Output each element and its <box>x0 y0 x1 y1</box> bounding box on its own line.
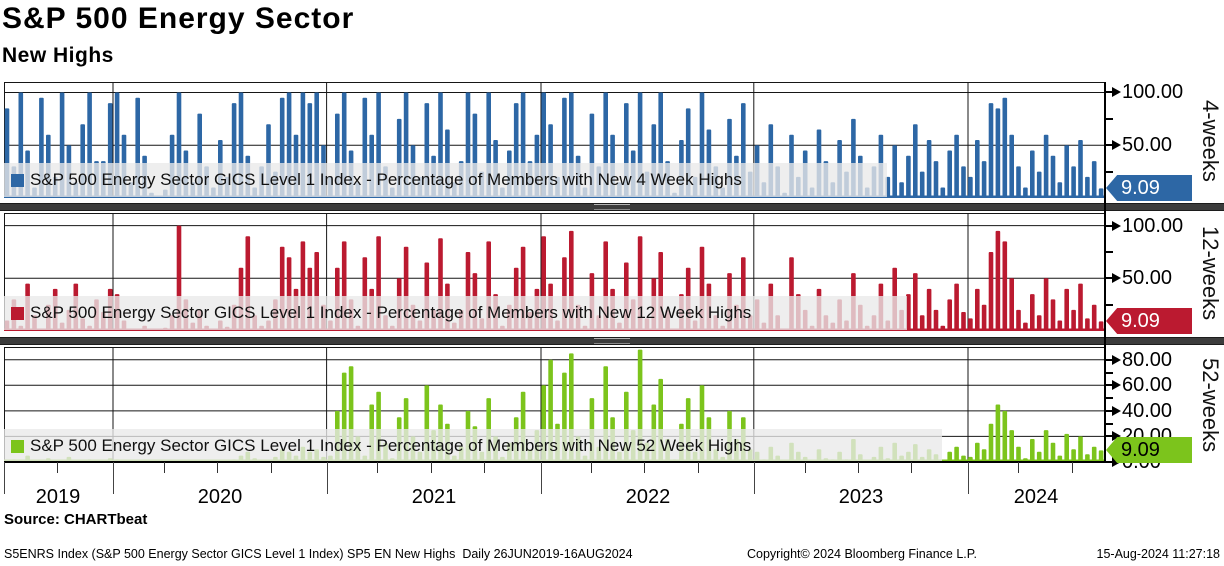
x-axis-minor-tick <box>431 462 432 473</box>
year-label-2019: 2019 <box>35 486 81 508</box>
legend-12-weeks[interactable]: S&P 500 Energy Sector GICS Level 1 Index… <box>4 296 907 330</box>
x-axis-year-tick <box>541 462 542 494</box>
y-axis-minor-tick <box>1105 304 1113 306</box>
panel-splitter[interactable] <box>0 203 1224 211</box>
legend-marker-icon <box>11 306 24 320</box>
splitter-grip-icon[interactable] <box>594 338 630 344</box>
y-axis-tick: 50.00 <box>1105 134 1172 156</box>
legend-label: S&P 500 Energy Sector GICS Level 1 Index… <box>30 303 752 322</box>
year-label-2022: 2022 <box>625 486 671 508</box>
x-axis-line <box>4 461 1106 463</box>
y-axis-minor-tick <box>1105 423 1113 425</box>
y-axis-tick: 100.00 <box>1105 215 1183 237</box>
x-axis-year-tick <box>327 462 328 494</box>
x-axis-minor-tick <box>591 462 592 473</box>
x-axis-minor-tick <box>858 462 859 473</box>
x-axis-year-tick <box>4 462 5 494</box>
last-value-tag-52-weeks: 9.09 <box>1106 437 1192 463</box>
x-axis-year-tick <box>113 462 114 494</box>
y-axis-line <box>1104 82 1106 462</box>
y-axis-minor-tick <box>1105 118 1113 120</box>
x-axis-minor-tick <box>484 462 485 473</box>
panel-axis-title-4-weeks: 4-weeks <box>1198 100 1223 182</box>
y-axis-tick: 80.00 <box>1105 349 1172 371</box>
y-axis-tick: 50.00 <box>1105 267 1172 289</box>
year-label-2021: 2021 <box>411 486 457 508</box>
y-axis-tick: 40.00 <box>1105 400 1172 422</box>
y-axis-minor-tick <box>1105 372 1113 374</box>
x-axis-minor-tick <box>217 462 218 473</box>
panel-splitter[interactable] <box>0 337 1224 345</box>
splitter-grip-icon[interactable] <box>594 204 630 210</box>
x-axis-minor-tick <box>911 462 912 473</box>
x-axis-minor-tick <box>1018 462 1019 473</box>
page-title: S&P 500 Energy Sector <box>2 2 355 35</box>
legend-marker-icon <box>11 173 24 187</box>
legend-marker-icon <box>11 439 24 453</box>
x-axis-minor-tick <box>271 462 272 473</box>
footer-timestamp: 15-Aug-2024 11:27:18 <box>1096 547 1220 561</box>
x-axis-minor-tick <box>1072 462 1073 473</box>
y-axis-tick: 100.00 <box>1105 81 1183 103</box>
x-axis-year-tick <box>754 462 755 494</box>
x-axis-minor-tick <box>698 462 699 473</box>
legend-4-weeks[interactable]: S&P 500 Energy Sector GICS Level 1 Index… <box>4 163 887 197</box>
legend-label: S&P 500 Energy Sector GICS Level 1 Index… <box>30 436 752 455</box>
footer-copyright: Copyright© 2024 Bloomberg Finance L.P. <box>747 547 977 561</box>
year-label-2023: 2023 <box>838 486 884 508</box>
x-axis-year-tick <box>968 462 969 494</box>
legend-label: S&P 500 Energy Sector GICS Level 1 Index… <box>30 170 742 189</box>
x-axis-minor-tick <box>644 462 645 473</box>
source-text: Source: CHARTbeat <box>4 511 148 528</box>
y-axis-tick: 60.00 <box>1105 374 1172 396</box>
last-value-tag-4-weeks: 9.09 <box>1106 175 1192 201</box>
y-axis-minor-tick <box>1105 251 1113 253</box>
x-axis-minor-tick <box>805 462 806 473</box>
year-label-2024: 2024 <box>1013 486 1059 508</box>
year-label-2020: 2020 <box>197 486 243 508</box>
y-axis-minor-tick <box>1105 397 1113 399</box>
legend-52-weeks[interactable]: S&P 500 Energy Sector GICS Level 1 Index… <box>4 429 942 463</box>
last-value-tag-12-weeks: 9.09 <box>1106 308 1192 334</box>
x-axis-minor-tick <box>164 462 165 473</box>
x-axis-minor-tick <box>57 462 58 473</box>
page-subtitle: New Highs <box>2 44 114 67</box>
footer-security-info: S5ENRS Index (S&P 500 Energy Sector GICS… <box>4 547 633 561</box>
panel-axis-title-12-weeks: 12-weeks <box>1198 225 1223 321</box>
x-axis-minor-tick <box>377 462 378 473</box>
panel-axis-title-52-weeks: 52-weeks <box>1198 358 1223 453</box>
y-axis-minor-tick <box>1105 171 1113 173</box>
